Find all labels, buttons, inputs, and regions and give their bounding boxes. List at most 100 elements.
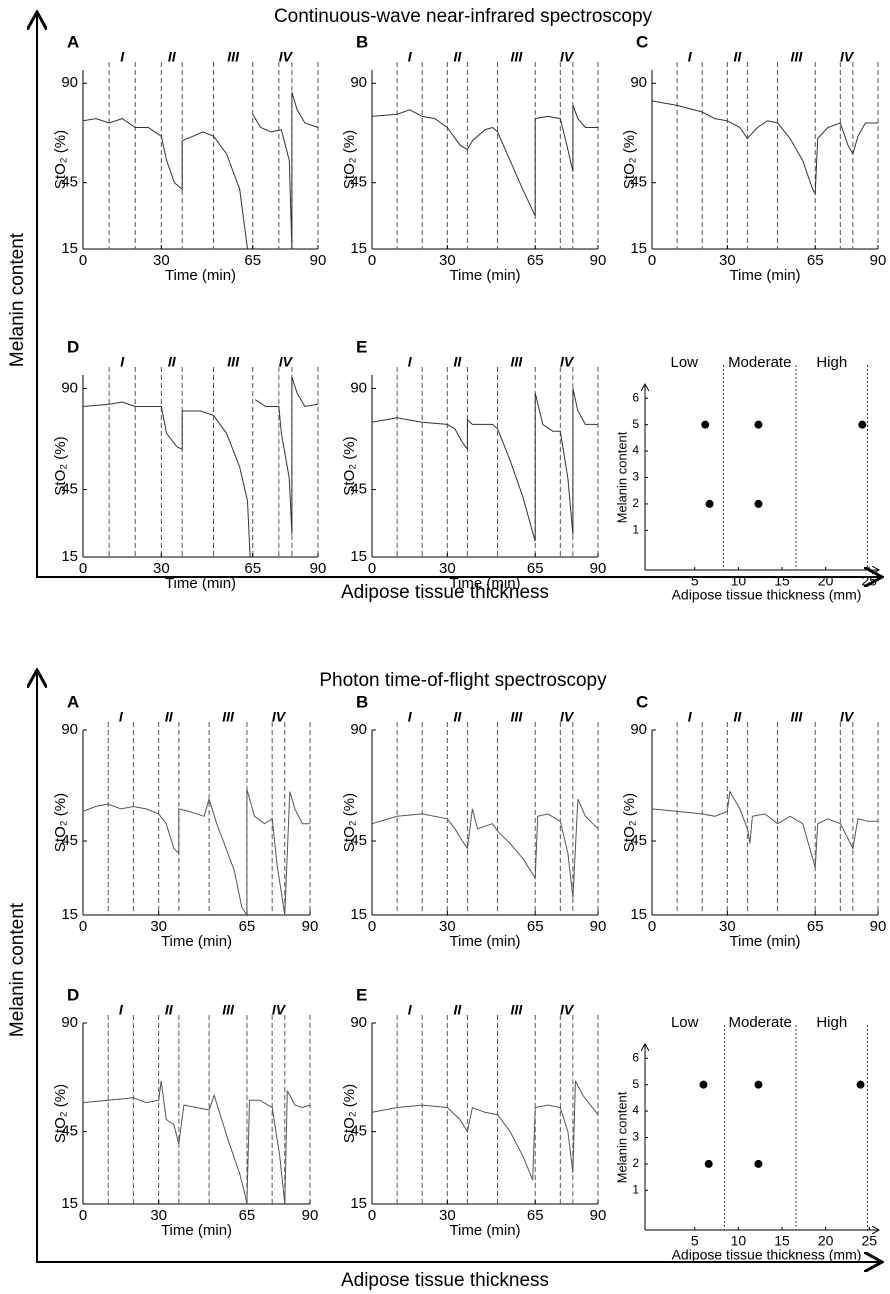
y-tick-label: 15: [630, 240, 647, 257]
y-axis-label: StO₂ (%): [52, 436, 69, 495]
x-tick-label: 90: [310, 560, 327, 577]
x-tick-label: 20: [818, 1233, 834, 1249]
phase-label: I: [120, 49, 125, 65]
y-tick-label: 3: [632, 1130, 639, 1144]
y-tick-label: 45: [61, 1123, 78, 1140]
x-axis-label: Time (min): [449, 267, 520, 284]
y-tick-label: 15: [61, 548, 78, 565]
point: [754, 1159, 763, 1168]
panel-label: B: [356, 32, 368, 51]
y-axis-label: StO₂ (%): [52, 1084, 69, 1143]
x-tick-label: 5: [691, 573, 699, 589]
panel-label: E: [356, 337, 367, 356]
x-tick-label: 65: [527, 918, 544, 935]
y-tick-label: 45: [350, 832, 367, 849]
point: [701, 420, 710, 429]
x-tick-label: 30: [150, 1207, 167, 1224]
x-axis-label: Time (min): [161, 933, 232, 950]
x-tick-label: 90: [590, 1207, 607, 1224]
panel-label: D: [67, 985, 79, 1004]
x-axis-label: Time (min): [161, 1222, 232, 1239]
trace: [651, 100, 878, 196]
phase-label: I: [408, 1002, 413, 1018]
y-tick-label: 15: [350, 240, 367, 257]
phase-label: III: [791, 49, 804, 65]
phase-label: I: [119, 1002, 124, 1018]
phase-label: II: [165, 1002, 174, 1018]
phase-label: I: [408, 49, 413, 65]
x-tick-label: 30: [153, 252, 170, 269]
x-tick-label: 0: [79, 1207, 87, 1224]
y-tick-label: 15: [350, 548, 367, 565]
y-tick-label: 15: [630, 906, 647, 923]
x-axis-label: Time (min): [449, 1222, 520, 1239]
y-tick-label: 6: [632, 390, 639, 404]
region-label: Moderate: [729, 1014, 792, 1031]
phase-label: I: [688, 709, 693, 725]
phase-label: II: [168, 49, 177, 65]
x-tick-label: 15: [774, 573, 790, 589]
x-tick-label: 5: [691, 1233, 699, 1249]
x-tick-label: 90: [310, 252, 327, 269]
phase-label: III: [511, 709, 524, 725]
y-tick-label: 90: [61, 721, 78, 738]
x-tick-label: 90: [302, 1207, 319, 1224]
region-label: Moderate: [728, 354, 791, 371]
y-tick-label: 15: [61, 240, 78, 257]
phase-label: II: [453, 49, 462, 65]
y-tick-label: 90: [61, 74, 78, 91]
phase-label: II: [733, 49, 742, 65]
y-tick-label: 90: [630, 721, 647, 738]
trace: [651, 790, 878, 869]
point: [754, 1080, 763, 1089]
y-tick-label: 45: [61, 174, 78, 191]
panel-label: C: [636, 692, 648, 711]
y-axis-label: StO₂ (%): [341, 1084, 358, 1143]
x-tick-label: 10: [731, 573, 747, 589]
x-tick-label: 90: [590, 252, 607, 269]
region-label: Low: [671, 354, 699, 371]
x-axis-label: Time (min): [729, 933, 800, 950]
y-axis-label: Melanin content: [614, 431, 629, 523]
y-axis-label: StO₂ (%): [621, 130, 638, 189]
x-axis-label: Time (min): [449, 933, 520, 950]
point: [704, 1159, 713, 1168]
x-tick-label: 65: [239, 1207, 256, 1224]
phase-label: IV: [272, 1002, 287, 1018]
phase-label: I: [120, 354, 125, 370]
phase-label: III: [222, 1002, 235, 1018]
y-tick-label: 90: [61, 1014, 78, 1031]
region-label: High: [816, 1014, 847, 1031]
trace: [82, 91, 319, 250]
point: [754, 499, 763, 508]
x-tick-label: 90: [590, 918, 607, 935]
x-tick-label: 65: [807, 918, 824, 935]
phase-label: IV: [840, 709, 855, 725]
y-tick-label: 45: [630, 174, 647, 191]
x-tick-label: 30: [719, 252, 736, 269]
point: [699, 1080, 708, 1089]
phase-label: III: [227, 49, 240, 65]
x-tick-label: 30: [439, 252, 456, 269]
phase-label: IV: [840, 49, 855, 65]
x-tick-label: 10: [731, 1233, 747, 1249]
x-tick-label: 0: [79, 918, 87, 935]
phase-label: III: [791, 709, 804, 725]
x-tick-label: 25: [861, 573, 877, 589]
phase-label: III: [511, 49, 524, 65]
x-axis-label: Time (min): [165, 575, 236, 592]
y-tick-label: 90: [350, 379, 367, 396]
y-tick-label: 45: [61, 832, 78, 849]
y-axis-label: StO₂ (%): [621, 793, 638, 852]
section-title: Photon time-of-flight spectroscopy: [319, 670, 607, 691]
x-tick-label: 0: [368, 252, 376, 269]
y-tick-label: 90: [61, 379, 78, 396]
x-tick-label: 20: [818, 573, 834, 589]
region-label: High: [816, 354, 847, 371]
y-tick-label: 45: [350, 1123, 367, 1140]
x-tick-label: 65: [807, 252, 824, 269]
y-tick-label: 1: [632, 523, 639, 537]
y-tick-label: 2: [632, 1156, 639, 1170]
phase-label: I: [688, 49, 693, 65]
y-tick-label: 15: [61, 906, 78, 923]
